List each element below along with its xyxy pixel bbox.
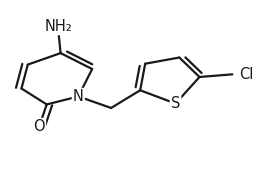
Text: S: S <box>171 96 180 111</box>
Text: O: O <box>33 119 45 134</box>
Text: NH₂: NH₂ <box>44 19 72 34</box>
Text: Cl: Cl <box>239 67 253 82</box>
Text: N: N <box>73 89 84 104</box>
